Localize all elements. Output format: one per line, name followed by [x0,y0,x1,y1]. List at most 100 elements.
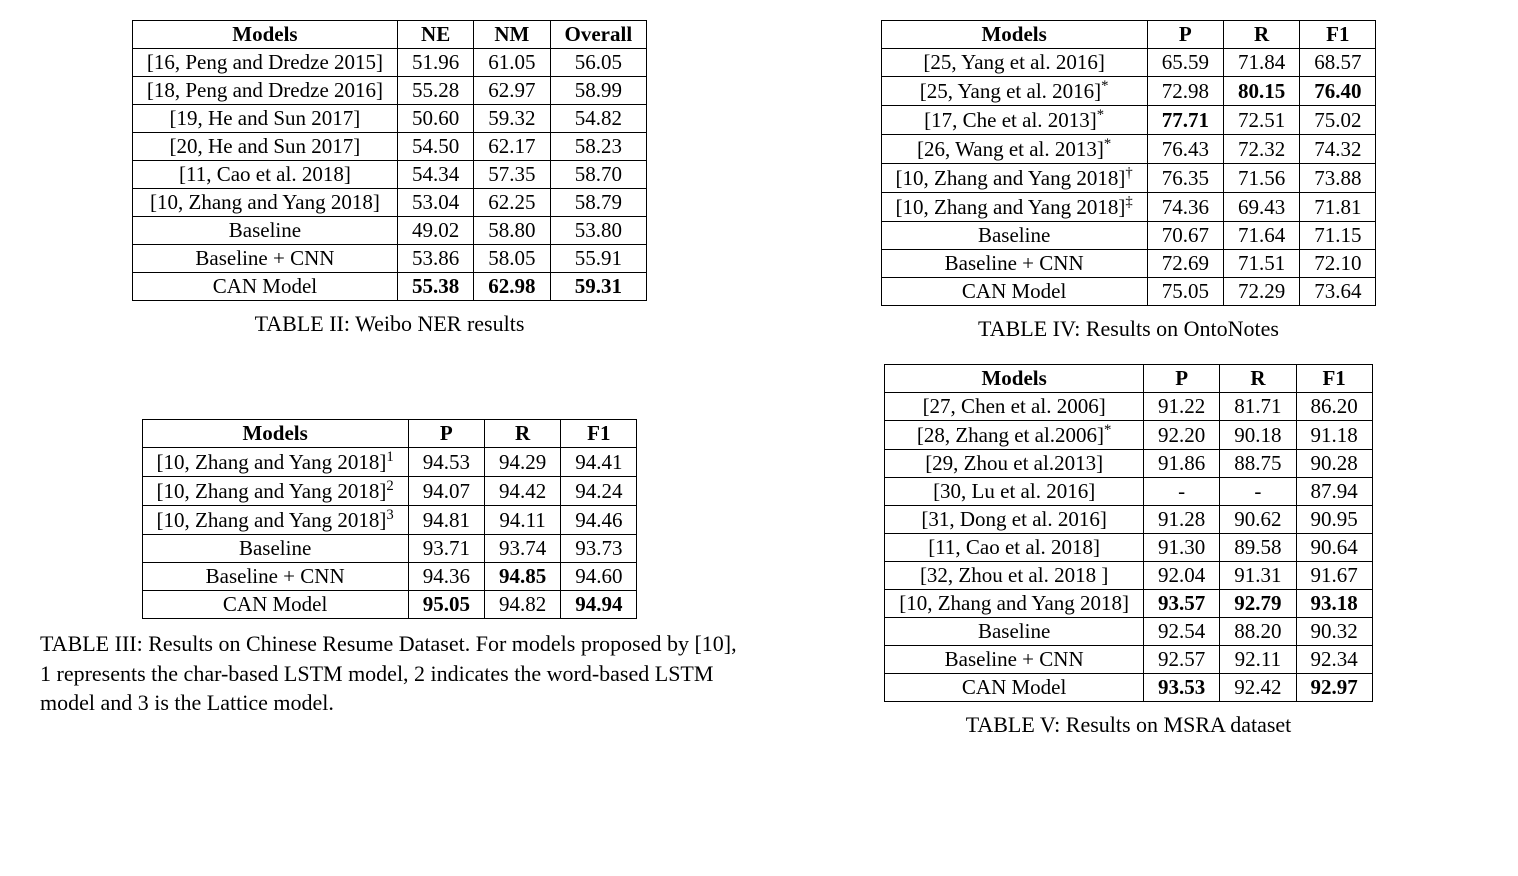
left-column: ModelsNENMOverall[16, Peng and Dredze 20… [40,20,739,760]
value-cell: 74.36 [1147,193,1223,222]
value-cell: 65.59 [1147,49,1223,77]
value-cell: 93.73 [561,535,637,563]
value-cell: 90.62 [1220,506,1296,534]
value-cell: 92.79 [1220,590,1296,618]
value-cell: 92.11 [1220,646,1296,674]
value-cell: 94.07 [408,477,484,506]
table-2: ModelsNENMOverall[16, Peng and Dredze 20… [132,20,647,301]
table-row: [16, Peng and Dredze 2015]51.9661.0556.0… [132,49,646,77]
model-cell: [20, He and Sun 2017] [132,133,397,161]
table-row: [31, Dong et al. 2016]91.2890.6290.95 [885,506,1373,534]
table-2-caption: TABLE II: Weibo NER results [40,311,739,337]
table-row: [25, Yang et al. 2016]*72.9880.1576.40 [881,77,1376,106]
value-cell: 94.11 [484,506,560,535]
column-header: P [1147,21,1223,49]
value-cell: 70.67 [1147,222,1223,250]
page-layout: ModelsNENMOverall[16, Peng and Dredze 20… [40,20,1478,760]
value-cell: 71.56 [1223,164,1299,193]
value-cell: 93.53 [1144,674,1220,702]
value-cell: 90.18 [1220,421,1296,450]
right-column: ModelsPRF1[25, Yang et al. 2016]65.5971.… [779,20,1478,760]
table-row: Baseline70.6771.6471.15 [881,222,1376,250]
value-cell: 76.35 [1147,164,1223,193]
model-cell: Baseline + CNN [142,563,408,591]
model-cell: CAN Model [132,273,397,301]
value-cell: 88.20 [1220,618,1296,646]
value-cell: 54.82 [550,105,647,133]
table-row: [10, Zhang and Yang 2018]‡74.3669.4371.8… [881,193,1376,222]
value-cell: 58.99 [550,77,647,105]
model-cell: [16, Peng and Dredze 2015] [132,49,397,77]
table-row: [10, Zhang and Yang 2018]294.0794.4294.2… [142,477,637,506]
value-cell: 80.15 [1223,77,1299,106]
column-header: R [484,420,560,448]
table-row: [25, Yang et al. 2016]65.5971.8468.57 [881,49,1376,77]
table-row: [17, Che et al. 2013]*77.7172.5175.02 [881,106,1376,135]
value-cell: 69.43 [1223,193,1299,222]
value-cell: 91.28 [1144,506,1220,534]
value-cell: 94.82 [484,591,560,619]
model-cell: [10, Zhang and Yang 2018]3 [142,506,408,535]
value-cell: 73.64 [1300,278,1376,306]
model-cell: [19, He and Sun 2017] [132,105,397,133]
table-row: [10, Zhang and Yang 2018]93.5792.7993.18 [885,590,1373,618]
value-cell: 62.25 [474,189,550,217]
model-cell: [29, Zhou et al.2013] [885,450,1144,478]
column-header: Models [881,21,1147,49]
model-cell: [11, Cao et al. 2018] [132,161,397,189]
value-cell: 77.71 [1147,106,1223,135]
value-cell: 53.86 [398,245,474,273]
model-cell: Baseline [142,535,408,563]
model-cell: [10, Zhang and Yang 2018]2 [142,477,408,506]
table-row: Baseline + CNN72.6971.5172.10 [881,250,1376,278]
value-cell: 91.31 [1220,562,1296,590]
model-cell: [25, Yang et al. 2016]* [881,77,1147,106]
model-cell: [28, Zhang et al.2006]* [885,421,1144,450]
model-cell: CAN Model [885,674,1144,702]
value-cell: 53.80 [550,217,647,245]
table-row: [26, Wang et al. 2013]*76.4372.3274.32 [881,135,1376,164]
value-cell: 92.54 [1144,618,1220,646]
value-cell: 91.67 [1296,562,1372,590]
value-cell: 62.17 [474,133,550,161]
column-header: Models [132,21,397,49]
value-cell: 89.58 [1220,534,1296,562]
value-cell: 94.60 [561,563,637,591]
table-4: ModelsPRF1[25, Yang et al. 2016]65.5971.… [881,20,1377,306]
model-cell: [10, Zhang and Yang 2018]1 [142,448,408,477]
table-4-container: ModelsPRF1[25, Yang et al. 2016]65.5971.… [779,20,1478,364]
column-header: NE [398,21,474,49]
table-5-container: ModelsPRF1[27, Chen et al. 2006]91.2281.… [779,364,1478,760]
value-cell: 91.18 [1296,421,1372,450]
model-cell: [10, Zhang and Yang 2018] [885,590,1144,618]
value-cell: 62.98 [474,273,550,301]
value-cell: 94.24 [561,477,637,506]
model-cell: [32, Zhou et al. 2018 ] [885,562,1144,590]
table-5: ModelsPRF1[27, Chen et al. 2006]91.2281.… [884,364,1373,702]
value-cell: 76.40 [1300,77,1376,106]
table-row: Baseline + CNN94.3694.8594.60 [142,563,637,591]
column-header: P [1144,365,1220,393]
value-cell: 59.32 [474,105,550,133]
value-cell: 72.51 [1223,106,1299,135]
table-row: [30, Lu et al. 2016]--87.94 [885,478,1373,506]
value-cell: 94.36 [408,563,484,591]
value-cell: 94.53 [408,448,484,477]
column-header: P [408,420,484,448]
value-cell: - [1144,478,1220,506]
column-header: NM [474,21,550,49]
value-cell: 72.98 [1147,77,1223,106]
model-cell: Baseline [885,618,1144,646]
column-header: Overall [550,21,647,49]
model-cell: Baseline [881,222,1147,250]
table-3-container: ModelsPRF1[10, Zhang and Yang 2018]194.5… [40,419,739,740]
value-cell: 55.28 [398,77,474,105]
value-cell: 59.31 [550,273,647,301]
model-cell: [26, Wang et al. 2013]* [881,135,1147,164]
table-row: [27, Chen et al. 2006]91.2281.7186.20 [885,393,1373,421]
model-cell: Baseline + CNN [885,646,1144,674]
value-cell: 71.51 [1223,250,1299,278]
value-cell: 81.71 [1220,393,1296,421]
value-cell: 92.34 [1296,646,1372,674]
model-cell: [31, Dong et al. 2016] [885,506,1144,534]
